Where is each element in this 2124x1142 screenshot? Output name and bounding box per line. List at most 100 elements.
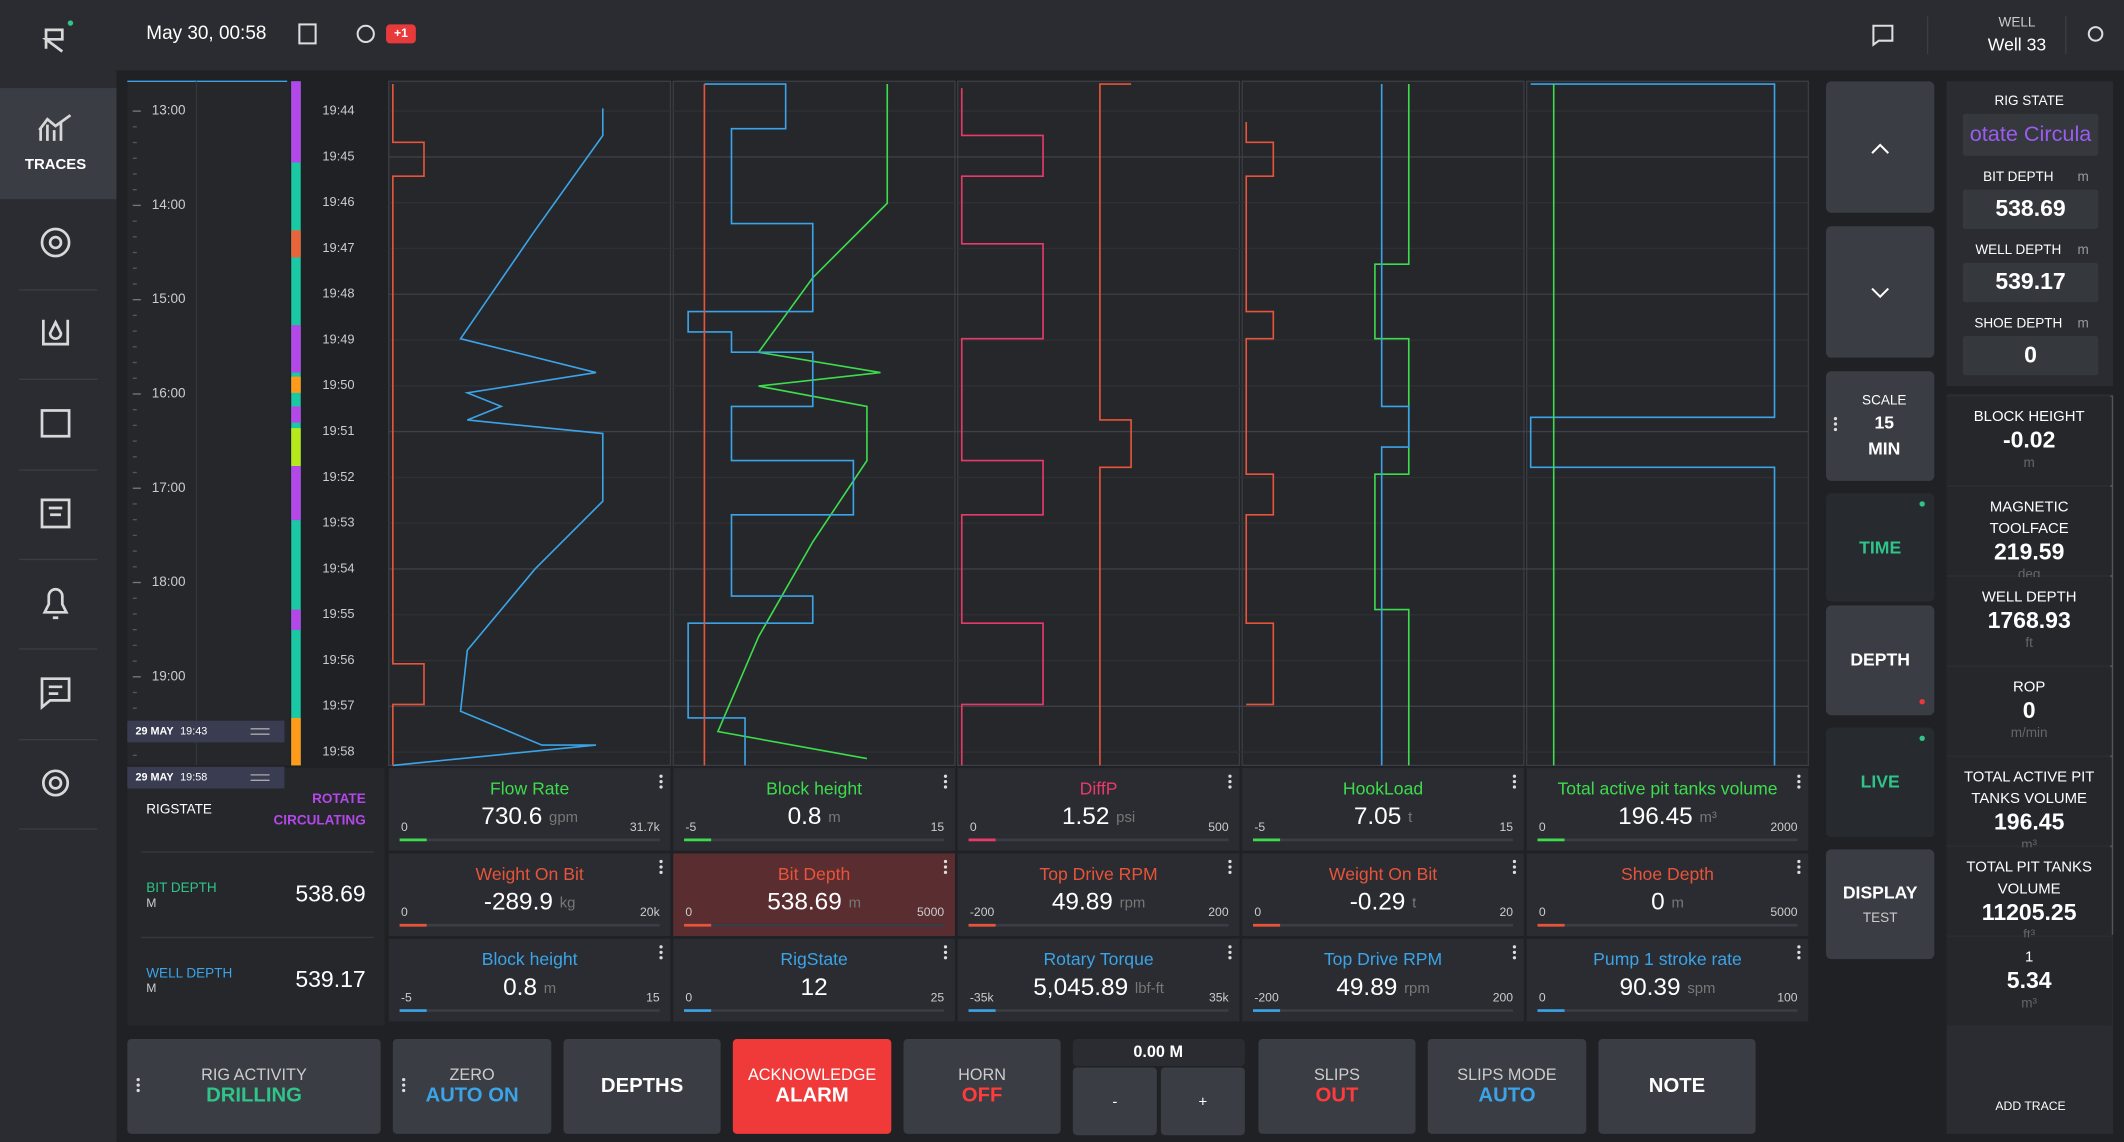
- menu-dot[interactable]: [659, 956, 663, 960]
- menu-dot[interactable]: [1228, 774, 1232, 778]
- scale-unit[interactable]: MIN: [1868, 438, 1900, 458]
- menu-dot[interactable]: [1797, 945, 1801, 949]
- menu-dot[interactable]: [1512, 945, 1517, 949]
- range-marker[interactable]: [127, 720, 285, 743]
- menu-dot[interactable]: [1228, 956, 1232, 960]
- button-value[interactable]: DRILLING: [206, 1084, 302, 1106]
- depth-minus[interactable]: [1072, 1067, 1157, 1136]
- gauge-card[interactable]: [673, 938, 955, 1022]
- menu-dot[interactable]: [1797, 785, 1801, 789]
- gauge-card[interactable]: [957, 768, 1240, 851]
- gauge-card[interactable]: [1526, 938, 1809, 1022]
- icon-fluid[interactable]: [41, 319, 70, 346]
- bottom-button[interactable]: [1258, 1039, 1416, 1134]
- depth-button[interactable]: [1825, 605, 1935, 716]
- button-value[interactable]: AUTO: [1478, 1084, 1535, 1106]
- button-value[interactable]: OFF: [962, 1084, 1003, 1106]
- icon-report[interactable]: [40, 498, 71, 529]
- menu-dot[interactable]: [1512, 774, 1517, 778]
- live-button[interactable]: [1825, 727, 1935, 838]
- menu-dot[interactable]: [1512, 785, 1517, 789]
- bottom-button[interactable]: [903, 1039, 1061, 1134]
- menu-dot[interactable]: [402, 1088, 406, 1093]
- live-button-label[interactable]: LIVE: [1861, 772, 1900, 792]
- gauge-card[interactable]: [1242, 768, 1524, 851]
- minus-label[interactable]: -: [1112, 1095, 1117, 1111]
- header-icons[interactable]: [298, 23, 2104, 47]
- button-value[interactable]: OUT: [1316, 1084, 1359, 1106]
- menu-dot[interactable]: [1228, 865, 1232, 869]
- plus-label[interactable]: +: [1199, 1095, 1208, 1111]
- menu-dot[interactable]: [1833, 427, 1838, 432]
- icon-calendar[interactable]: [40, 409, 71, 438]
- menu-dot[interactable]: [943, 785, 948, 789]
- icon-settings-inner[interactable]: [48, 776, 63, 790]
- menu-dot[interactable]: [136, 1078, 140, 1082]
- icon-target[interactable]: [40, 227, 71, 258]
- menu-dot[interactable]: [659, 774, 663, 778]
- menu-dot[interactable]: [1833, 416, 1838, 421]
- add-trace[interactable]: ADD TRACE: [1995, 1099, 2065, 1113]
- menu-dot[interactable]: [659, 859, 663, 864]
- menu-dot[interactable]: [659, 785, 663, 789]
- button-label[interactable]: ZERO: [450, 1066, 495, 1084]
- depth-button-label[interactable]: DEPTH: [1850, 650, 1910, 670]
- menu-dot[interactable]: [1512, 865, 1517, 869]
- menu-dot[interactable]: [659, 870, 663, 875]
- menu-dot[interactable]: [943, 859, 948, 864]
- menu-dot[interactable]: [1797, 870, 1801, 875]
- menu-dot[interactable]: [1228, 945, 1232, 949]
- well-name[interactable]: Well 33: [1988, 35, 2047, 55]
- bottom-button[interactable]: [732, 1039, 892, 1134]
- gauge-card[interactable]: [388, 768, 671, 851]
- menu-dot[interactable]: [1228, 780, 1232, 784]
- menu-dot[interactable]: [1797, 865, 1801, 869]
- button-label[interactable]: SLIPS MODE: [1457, 1066, 1556, 1084]
- menu-dot[interactable]: [1512, 950, 1517, 954]
- menu-dot[interactable]: [659, 780, 663, 784]
- menu-dot[interactable]: [1228, 870, 1232, 875]
- button-value[interactable]: AUTO ON: [425, 1084, 518, 1106]
- menu-dot[interactable]: [1512, 870, 1517, 875]
- menu-dot[interactable]: [943, 945, 948, 949]
- menu-dot[interactable]: [659, 865, 663, 869]
- menu-dot[interactable]: [1512, 956, 1517, 960]
- range-handle[interactable]: [250, 774, 270, 781]
- nav-icons[interactable]: [38, 20, 74, 797]
- menu-dot[interactable]: [136, 1088, 140, 1093]
- button-label[interactable]: SLIPS: [1314, 1066, 1360, 1084]
- gauge-card[interactable]: [1526, 853, 1809, 937]
- bottom-button[interactable]: [127, 1039, 381, 1134]
- scale-value[interactable]: 15: [1874, 413, 1894, 433]
- menu-dot[interactable]: [1512, 780, 1517, 784]
- icon-notes[interactable]: [298, 23, 317, 45]
- gauge-card[interactable]: [673, 768, 955, 851]
- icon-chat[interactable]: [1872, 24, 1894, 47]
- gauge-card[interactable]: [388, 853, 671, 937]
- button-value[interactable]: DEPTHS: [601, 1075, 683, 1097]
- icon-alert[interactable]: [356, 24, 375, 44]
- gauge-card[interactable]: [1526, 768, 1809, 851]
- range-marker[interactable]: [127, 766, 285, 789]
- icon-settings[interactable]: [41, 769, 70, 797]
- icon-gear[interactable]: [2087, 26, 2104, 42]
- menu-dot[interactable]: [943, 870, 948, 875]
- gauge-card[interactable]: [957, 853, 1240, 937]
- range-handle[interactable]: [250, 728, 270, 735]
- bottom-button[interactable]: [1598, 1039, 1756, 1134]
- chevron-up[interactable]: [1871, 143, 1890, 154]
- scroll-down[interactable]: [1825, 226, 1935, 358]
- scale-button[interactable]: [1825, 371, 1935, 481]
- menu-dot[interactable]: [402, 1083, 406, 1087]
- gauge-card[interactable]: [957, 938, 1240, 1022]
- menu-dot[interactable]: [1797, 774, 1801, 778]
- gauge-card[interactable]: [1242, 853, 1524, 937]
- display-sub[interactable]: TEST: [1863, 910, 1898, 925]
- bottom-button[interactable]: [392, 1039, 552, 1134]
- menu-dot[interactable]: [943, 950, 948, 954]
- time-button[interactable]: [1825, 493, 1935, 602]
- alert-count[interactable]: +1: [394, 26, 408, 40]
- display-label[interactable]: DISPLAY: [1843, 883, 1918, 903]
- button-value[interactable]: NOTE: [1649, 1075, 1705, 1097]
- menu-dot[interactable]: [1228, 859, 1232, 864]
